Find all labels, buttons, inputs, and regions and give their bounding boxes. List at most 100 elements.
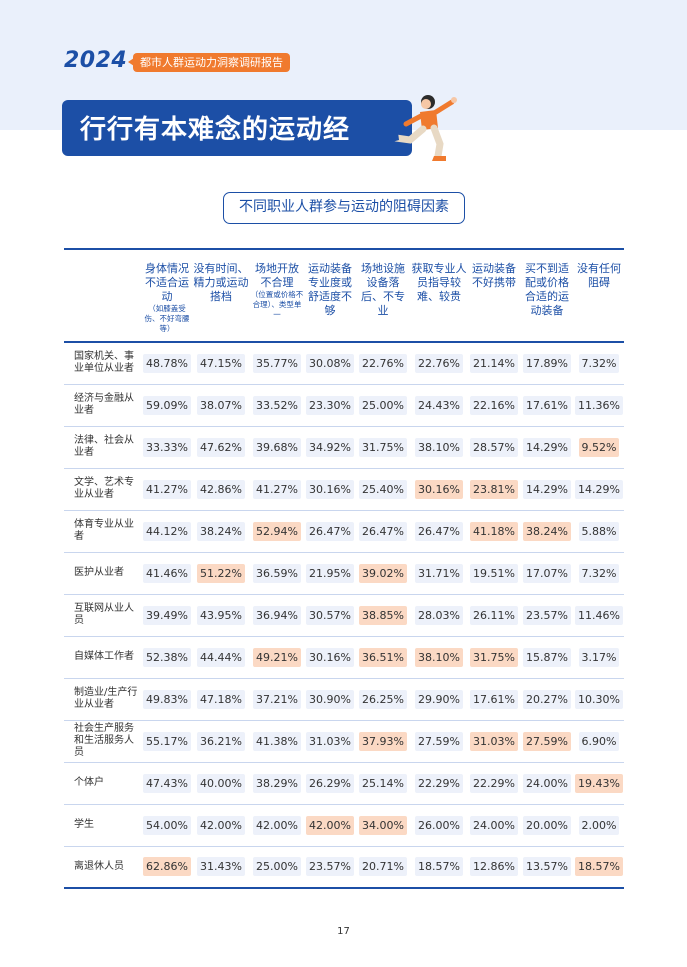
header-label: 没有时间、精力或运动搭档 bbox=[193, 262, 249, 303]
percent-value: 26.29% bbox=[306, 773, 354, 793]
header-cell: 运动装备专业度或舒适度不够 bbox=[304, 249, 356, 342]
table-cell: 28.03% bbox=[410, 594, 468, 636]
table-row: 社会生产服务和生活服务人员 55.17% 36.21% 41.38% 31.03% 37.… bbox=[64, 720, 624, 762]
table-cell: 27.59% bbox=[520, 720, 574, 762]
table-row: 体育专业从业者 44.12% 38.24% 52.94% 26.47% 26.47% 26.… bbox=[64, 510, 624, 552]
percent-value: 38.10% bbox=[415, 437, 463, 457]
table-cell: 23.81% bbox=[468, 468, 520, 510]
table-cell: 41.27% bbox=[142, 468, 192, 510]
percent-value: 14.29% bbox=[575, 479, 623, 499]
table-cell: 2.00% bbox=[574, 804, 624, 846]
percent-value: 26.00% bbox=[415, 815, 463, 835]
table-cell: 10.30% bbox=[574, 678, 624, 720]
report-year: 2024 bbox=[64, 48, 128, 73]
header-label: 场地设施设备落后、不专业 bbox=[361, 262, 405, 317]
percent-value: 31.43% bbox=[197, 857, 245, 877]
table-cell: 11.46% bbox=[574, 594, 624, 636]
percent-value: 24.00% bbox=[470, 815, 518, 835]
percent-value: 31.03% bbox=[470, 731, 518, 751]
header-note: （如膝盖受伤、不好弯腰等） bbox=[144, 304, 190, 333]
table-cell: 7.32% bbox=[574, 552, 624, 594]
page-number: 17 bbox=[337, 926, 350, 937]
percent-value: 28.57% bbox=[470, 437, 518, 457]
table-cell: 44.12% bbox=[142, 510, 192, 552]
percent-value: 2.00% bbox=[578, 815, 620, 835]
table-cell: 41.27% bbox=[250, 468, 304, 510]
table-cell: 35.77% bbox=[250, 342, 304, 384]
table-cell: 26.11% bbox=[468, 594, 520, 636]
table-cell: 47.43% bbox=[142, 762, 192, 804]
percent-value: 18.57% bbox=[415, 857, 463, 877]
occupation-label: 互联网从业人员 bbox=[74, 603, 134, 626]
table-cell: 23.57% bbox=[520, 594, 574, 636]
page-title: 行行有本难念的运动经 bbox=[80, 115, 351, 145]
percent-value: 26.11% bbox=[470, 605, 518, 625]
table-cell: 24.00% bbox=[468, 804, 520, 846]
table-cell: 27.59% bbox=[410, 720, 468, 762]
table-cell: 22.29% bbox=[468, 762, 520, 804]
table-cell: 38.07% bbox=[192, 384, 250, 426]
table-cell: 51.22% bbox=[192, 552, 250, 594]
percent-value: 24.00% bbox=[523, 773, 571, 793]
table-cell: 30.16% bbox=[304, 468, 356, 510]
percent-value: 25.00% bbox=[359, 395, 407, 415]
table-cell: 19.43% bbox=[574, 762, 624, 804]
percent-value: 14.29% bbox=[523, 437, 571, 457]
percent-value: 14.29% bbox=[523, 479, 571, 499]
table-cell: 17.61% bbox=[520, 384, 574, 426]
occupation-label: 体育专业从业者 bbox=[74, 519, 134, 542]
header-label: 身体情况不适合运动 bbox=[145, 262, 189, 303]
table-cell: 36.59% bbox=[250, 552, 304, 594]
percent-value: 13.57% bbox=[523, 857, 571, 877]
table-cell: 21.95% bbox=[304, 552, 356, 594]
table-cell: 24.00% bbox=[520, 762, 574, 804]
percent-value: 41.18% bbox=[470, 521, 518, 541]
percent-value: 59.09% bbox=[143, 395, 191, 415]
percent-value: 36.51% bbox=[359, 647, 407, 667]
percent-value: 38.10% bbox=[415, 647, 463, 667]
percent-value: 23.57% bbox=[306, 857, 354, 877]
percent-value: 30.08% bbox=[306, 353, 354, 373]
table-cell: 33.52% bbox=[250, 384, 304, 426]
percent-value: 25.40% bbox=[359, 479, 407, 499]
percent-value: 49.21% bbox=[253, 647, 301, 667]
table-cell: 19.51% bbox=[468, 552, 520, 594]
table-row: 离退休人员 62.86% 31.43% 25.00% 23.57% 20.71% 18.57… bbox=[64, 846, 624, 888]
percent-value: 17.61% bbox=[523, 395, 571, 415]
table-cell: 31.75% bbox=[356, 426, 410, 468]
percent-value: 22.29% bbox=[470, 773, 518, 793]
percent-value: 6.90% bbox=[578, 731, 620, 751]
table-cell: 31.43% bbox=[192, 846, 250, 888]
occupation-label: 医护从业者 bbox=[74, 567, 124, 578]
table-cell: 37.21% bbox=[250, 678, 304, 720]
table-cell: 18.57% bbox=[574, 846, 624, 888]
header-cell: 没有时间、精力或运动搭档 bbox=[192, 249, 250, 342]
header-label: 获取专业人员指导较难、较贵 bbox=[411, 262, 467, 303]
occupation-label: 经济与金融从业者 bbox=[74, 393, 134, 416]
table-cell: 20.71% bbox=[356, 846, 410, 888]
table-cell: 23.57% bbox=[304, 846, 356, 888]
percent-value: 19.51% bbox=[470, 563, 518, 583]
title-banner bbox=[62, 100, 412, 156]
percent-value: 47.15% bbox=[197, 353, 245, 373]
table-cell: 25.00% bbox=[356, 384, 410, 426]
table-cell: 55.17% bbox=[142, 720, 192, 762]
percent-value: 7.32% bbox=[578, 353, 620, 373]
table-cell: 30.16% bbox=[410, 468, 468, 510]
table-row: 制造业/生产行业从业者 49.83% 47.18% 37.21% 30.90% 26.25… bbox=[64, 678, 624, 720]
occupation-label: 离退休人员 bbox=[74, 860, 124, 872]
table-cell: 34.00% bbox=[356, 804, 410, 846]
table-cell: 11.36% bbox=[574, 384, 624, 426]
header-cell: 运动装备不好携带 bbox=[468, 249, 520, 342]
percent-value: 7.32% bbox=[578, 563, 620, 583]
table-cell: 36.21% bbox=[192, 720, 250, 762]
table-cell: 30.08% bbox=[304, 342, 356, 384]
report-name-tag: 都市人群运动力洞察调研报告 bbox=[128, 53, 290, 72]
table-cell: 54.00% bbox=[142, 804, 192, 846]
percent-value: 47.43% bbox=[143, 773, 191, 793]
table-cell: 52.94% bbox=[250, 510, 304, 552]
occupation-label: 学生 bbox=[74, 819, 94, 830]
runner-illustration bbox=[390, 95, 457, 161]
percent-value: 30.90% bbox=[306, 689, 354, 709]
percent-value: 43.95% bbox=[197, 605, 245, 625]
